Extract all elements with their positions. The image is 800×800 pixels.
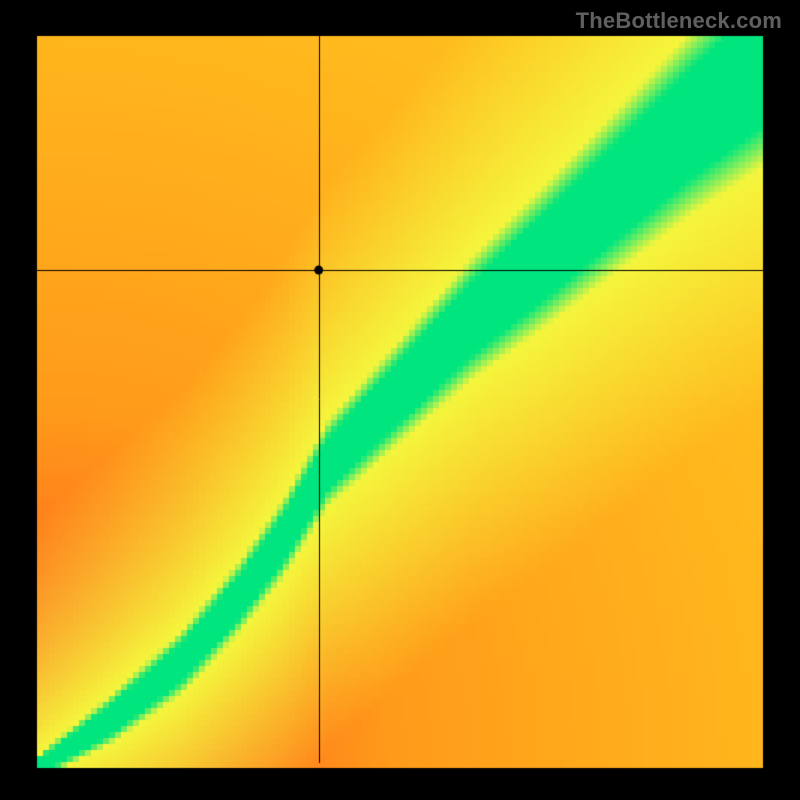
watermark-text: TheBottleneck.com bbox=[576, 8, 782, 34]
chart-container: { "watermark": { "text": "TheBottleneck.… bbox=[0, 0, 800, 800]
bottleneck-heatmap bbox=[0, 0, 800, 800]
